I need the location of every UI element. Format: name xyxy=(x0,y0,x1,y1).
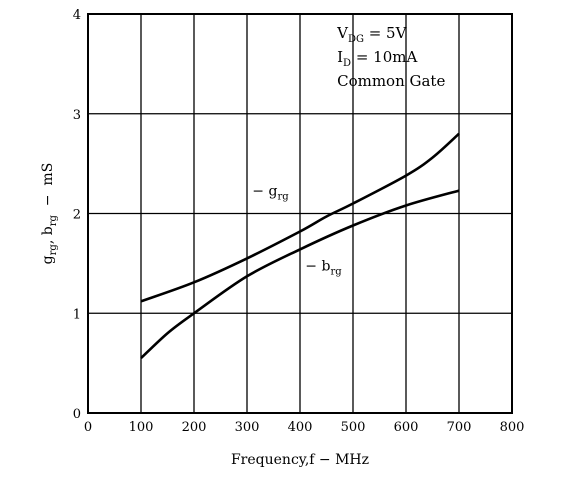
series-line-brg xyxy=(140,189,460,360)
plot-frame xyxy=(87,13,513,414)
x-tick-label: 100 xyxy=(129,420,154,435)
series-line-grg xyxy=(140,132,460,303)
x-tick-label: 800 xyxy=(500,420,525,435)
x-tick-label: 500 xyxy=(341,420,366,435)
series-label-brg: − brg xyxy=(305,258,342,277)
x-tick-label: 200 xyxy=(182,420,207,435)
y-tick-label: 1 xyxy=(73,307,81,322)
y-tick-label: 2 xyxy=(73,208,81,223)
condition-id: ID = 10mA xyxy=(337,48,417,69)
y-tick-label: 4 xyxy=(73,8,81,23)
condition-mode: Common Gate xyxy=(337,72,445,90)
y-tick-label: 0 xyxy=(73,407,81,422)
x-axis-label: Frequency,f − MHz xyxy=(231,452,369,468)
condition-vdg: VDG = 5V xyxy=(336,24,408,45)
test-conditions: VDG = 5V ID = 10mA Common Gate xyxy=(336,24,445,90)
x-tick-label: 400 xyxy=(288,420,313,435)
x-tick-label: 0 xyxy=(84,420,92,435)
x-tick-label: 300 xyxy=(235,420,260,435)
tick-labels: 0 100 200 300 400 500 600 700 800 0 1 2 3 4 xyxy=(73,8,525,435)
y-axis-label: grg, brg − mS xyxy=(40,163,59,265)
y-tick-label: 3 xyxy=(73,108,81,123)
grid xyxy=(88,14,512,413)
series-group xyxy=(140,132,460,360)
x-tick-label: 600 xyxy=(394,420,419,435)
x-tick-label: 700 xyxy=(447,420,472,435)
series-label-grg: − grg xyxy=(252,184,289,203)
